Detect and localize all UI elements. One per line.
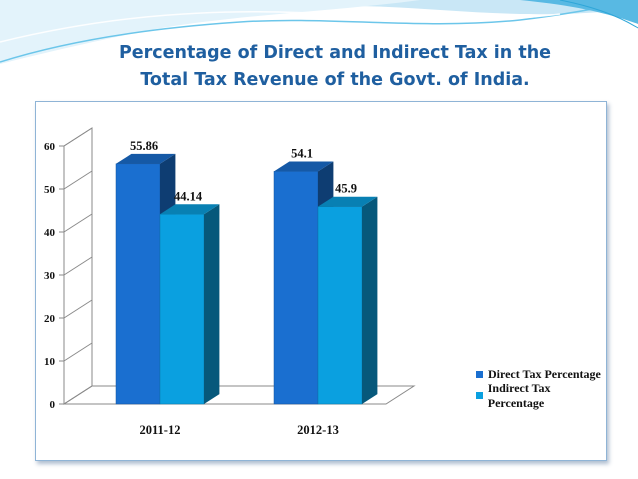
y-tick-label: 40	[44, 227, 56, 239]
y-tick-diagonal	[63, 299, 93, 319]
y-tick-label: 50	[44, 184, 56, 196]
chart-legend: Direct Tax Percentage Indirect Tax Perce…	[476, 364, 606, 410]
bar-data-label: 54.1	[291, 146, 313, 160]
x-tick-label: 2011-12	[140, 423, 181, 437]
y-tick-label: 20	[44, 313, 56, 325]
y-tick-label: 10	[44, 356, 56, 368]
title-line-2: Total Tax Revenue of the Govt. of India.	[140, 70, 530, 90]
bar-front	[273, 171, 319, 405]
slide-title: Percentage of Direct and Indirect Tax in…	[60, 40, 610, 94]
chart-frame: 0 10 20 30 40 50 60 55.86 44.14 2011-12 54.1 45.9 20…	[35, 101, 607, 461]
y-tick-diagonal	[63, 385, 93, 405]
legend-item-direct: Direct Tax Percentage	[476, 364, 606, 385]
legend-swatch-direct	[476, 371, 483, 378]
title-line-1: Percentage of Direct and Indirect Tax in…	[118, 43, 552, 63]
bar-side	[204, 204, 220, 404]
bar-front	[317, 206, 363, 405]
legend-label-direct: Direct Tax Percentage	[488, 367, 601, 381]
y-tick-diagonal	[63, 256, 93, 276]
bar-top	[318, 196, 378, 207]
y-tick-diagonal	[63, 170, 93, 190]
bar-side	[362, 196, 378, 404]
bar-chart: 0 10 20 30 40 50 60 55.86 44.14 2011-12 54.1 45.9 20…	[44, 127, 416, 437]
bar-front	[115, 163, 161, 405]
y-tick-diagonal	[63, 127, 93, 147]
bar-top	[160, 204, 220, 215]
y-tick-diagonal	[63, 342, 93, 362]
bar-front	[159, 213, 205, 405]
legend-item-indirect: Indirect Tax Percentage	[476, 381, 606, 410]
bar-top	[116, 153, 176, 164]
bar-data-label: 55.86	[130, 139, 158, 153]
y-tick-diagonal	[63, 213, 93, 233]
bar-data-label: 45.9	[335, 182, 357, 196]
y-tick-label: 30	[44, 270, 56, 282]
x-tick-label: 2012-13	[297, 423, 339, 437]
bar-top	[274, 161, 334, 172]
y-tick-label: 0	[50, 399, 56, 411]
bar-data-label: 44.14	[174, 189, 203, 203]
legend-swatch-indirect	[476, 392, 483, 399]
legend-label-indirect: Indirect Tax Percentage	[487, 380, 551, 410]
y-tick-label: 60	[44, 141, 56, 153]
